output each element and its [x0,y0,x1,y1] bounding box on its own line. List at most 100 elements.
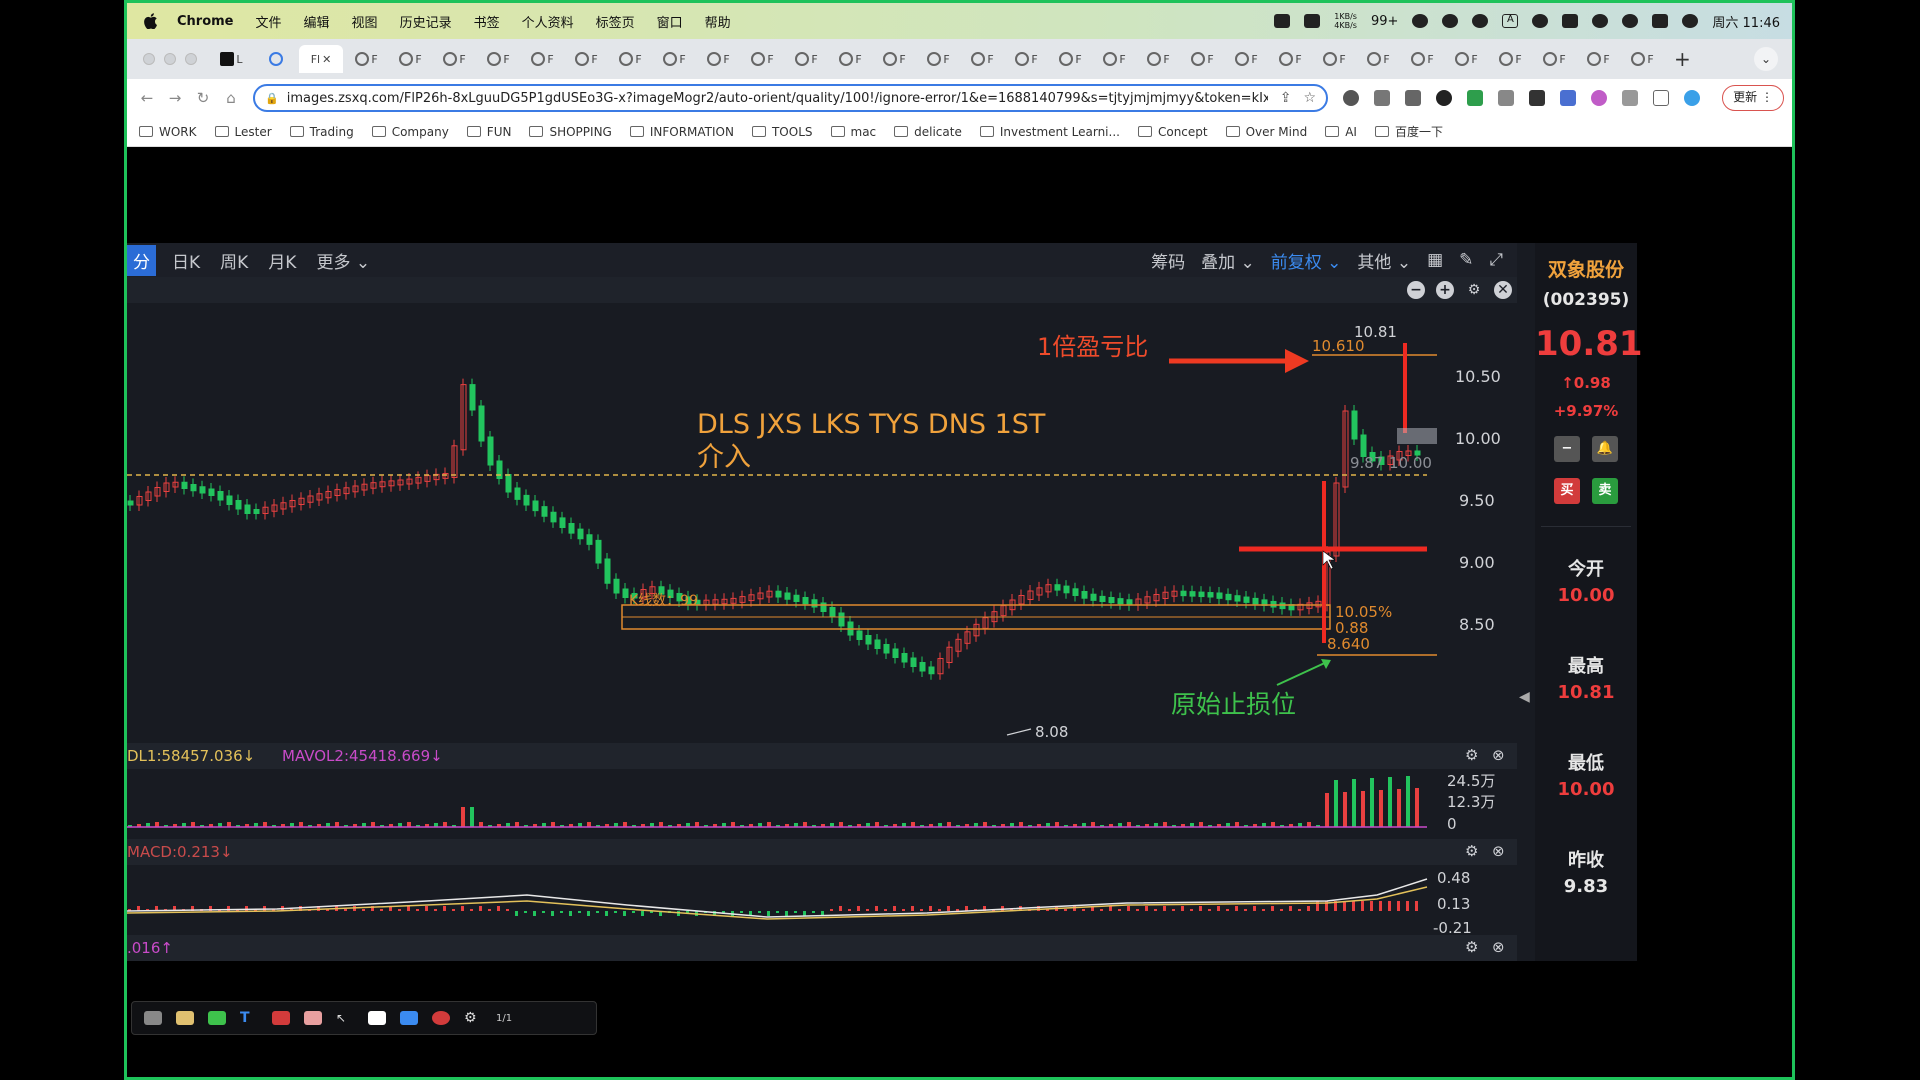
collapse-panel-icon[interactable]: ◀ [1519,689,1530,705]
clock-icon[interactable] [1532,14,1549,28]
tab-item[interactable]: F [786,45,827,73]
line-tool-icon[interactable] [400,1011,418,1025]
tab-item[interactable]: F [478,45,519,73]
update-button[interactable]: 更新 ⋮ [1722,85,1784,111]
address-bar[interactable]: 🔒 images.zsxq.com/FlP26h-8xLguuDG5P1gdUS… [253,84,1328,112]
shape-tool-icon[interactable] [272,1011,290,1025]
bookmark-item[interactable]: INFORMATION [629,125,734,139]
pointer-tool-icon[interactable] [144,1011,162,1025]
indicator-close-icon[interactable]: ⊗ [1492,938,1505,956]
layout-grid-icon[interactable]: ▦ [1427,250,1444,270]
macd-close-icon[interactable]: ⊗ [1492,842,1505,860]
extension-5-icon[interactable] [1467,90,1483,106]
close-window-button[interactable] [143,53,155,65]
side-panel-icon[interactable] [1653,90,1669,106]
alert-bell-button[interactable]: 🔔 [1592,436,1618,462]
tab-item[interactable]: F [1622,45,1663,73]
tab-loading[interactable] [255,45,296,73]
remove-watchlist-button[interactable]: − [1554,436,1580,462]
tab-item[interactable]: F [566,45,607,73]
circle-icon[interactable] [1442,14,1459,28]
tab-item[interactable]: F [1050,45,1091,73]
wechat-icon[interactable] [1472,14,1489,28]
bookmark-item[interactable]: SHOPPING [529,125,612,139]
text-tool-icon[interactable]: T [240,1010,250,1026]
sell-button[interactable]: 卖 [1592,478,1618,504]
fullscreen-icon[interactable]: ⤢ [1489,250,1503,270]
app-menu-chrome[interactable]: Chrome [177,13,234,29]
url-text[interactable]: images.zsxq.com/FlP26h-8xLguuDG5P1gdUSEo… [286,90,1268,106]
tab-item[interactable]: F [742,45,783,73]
cloud-icon[interactable] [1412,14,1429,28]
search-icon[interactable] [1622,14,1639,28]
battery-icon[interactable] [1562,14,1579,28]
bookmark-item[interactable]: Over Mind [1225,125,1307,139]
bookmark-item[interactable]: 百度一下 [1374,123,1443,140]
menu-view[interactable]: 视图 [351,15,378,31]
color-tool-icon[interactable] [432,1011,450,1025]
zoom-in-icon[interactable]: + [1436,281,1454,299]
tab-item[interactable]: F [698,45,739,73]
cursor-tool-icon[interactable]: ↖ [336,1011,347,1025]
overlay-dropdown[interactable]: 叠加 ⌄ [1201,252,1255,273]
menu-bookmarks[interactable]: 书签 [473,15,500,31]
screen-record-icon[interactable] [1274,14,1291,28]
badge-count[interactable]: 99+ [1370,13,1399,29]
extension-8-icon[interactable] [1560,90,1576,106]
close-tab-icon[interactable]: ✕ [322,52,332,66]
indicator-settings-icon[interactable]: ⚙ [1465,938,1479,956]
eraser-tool-icon[interactable] [304,1011,322,1025]
tab-item[interactable]: F [390,45,431,73]
macd-settings-icon[interactable]: ⚙ [1465,842,1479,860]
extension-6-icon[interactable] [1498,90,1514,106]
wifi-icon[interactable] [1592,14,1609,28]
control-center-icon[interactable] [1652,14,1669,28]
chips-button[interactable]: 筹码 [1151,252,1186,273]
volume-settings-icon[interactable]: ⚙ [1465,746,1479,764]
tab-item[interactable]: F [962,45,1003,73]
share-icon[interactable]: ⇪ [1279,90,1292,106]
chart-close-icon[interactable]: ✕ [1494,281,1512,299]
tab-item[interactable]: F [1226,45,1267,73]
tab-active[interactable]: Fl ✕ [299,45,343,73]
bookmark-item[interactable]: AI [1325,125,1357,139]
period-week-tab[interactable]: 周K [220,252,249,273]
minimize-window-button[interactable] [164,53,176,65]
bookmark-item[interactable]: FUN [466,125,511,139]
bookmark-item[interactable]: Company [371,125,449,139]
bookmark-item[interactable]: delicate [894,125,962,139]
menu-file[interactable]: 文件 [255,15,282,31]
home-button[interactable]: ⌂ [226,89,236,107]
extension-7-icon[interactable] [1529,90,1545,106]
profile-avatar[interactable] [1684,90,1700,106]
tab-item[interactable]: F [1094,45,1135,73]
apple-icon[interactable] [141,11,161,31]
buy-button[interactable]: 买 [1554,478,1580,504]
menu-edit[interactable]: 编辑 [303,15,330,31]
tab-item[interactable]: F [1314,45,1355,73]
tab-item[interactable]: F [610,45,651,73]
siri-icon[interactable] [1682,14,1699,28]
datetime[interactable]: 周六 11:46 [1712,15,1780,31]
tab-item[interactable]: F [1446,45,1487,73]
extension-4-icon[interactable] [1436,90,1452,106]
back-button[interactable]: ← [140,89,154,107]
pencil-tool-icon[interactable] [176,1011,194,1025]
tab-item[interactable]: F [522,45,563,73]
highlighter-tool-icon[interactable] [208,1011,226,1025]
tab-item[interactable]: F [1182,45,1223,73]
adjust-dropdown[interactable]: 前复权 ⌄ [1270,252,1342,273]
new-tab-button[interactable]: + [1674,47,1691,71]
volume-close-icon[interactable]: ⊗ [1492,746,1505,764]
extension-2-icon[interactable] [1374,90,1390,106]
cat-icon[interactable] [1304,14,1321,28]
extension-3-icon[interactable] [1405,90,1421,106]
bookmark-item[interactable]: Trading [289,125,354,139]
chart-settings-icon[interactable]: ⚙ [1467,282,1481,298]
other-dropdown[interactable]: 其他 ⌄ [1357,252,1412,273]
rectangle-tool-icon[interactable] [368,1011,386,1025]
bookmark-item[interactable]: Investment Learni... [979,125,1120,139]
tab-item[interactable]: F [918,45,959,73]
bookmark-item[interactable]: WORK [139,125,197,139]
tab-search-button[interactable]: ⌄ [1754,47,1778,71]
